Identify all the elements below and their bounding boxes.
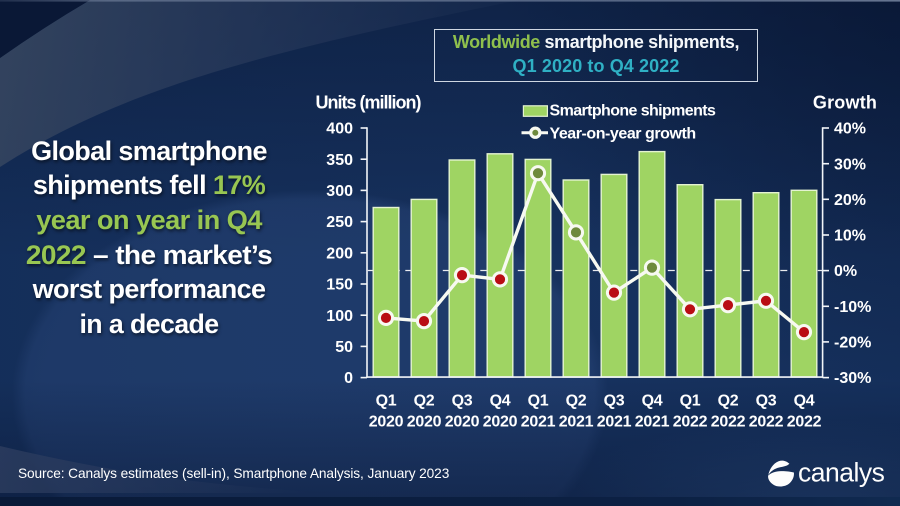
svg-text:Q3: Q3 bbox=[452, 393, 473, 410]
svg-text:2021: 2021 bbox=[635, 414, 670, 431]
svg-text:2020: 2020 bbox=[445, 414, 480, 431]
svg-text:Q1: Q1 bbox=[376, 393, 397, 410]
svg-text:50: 50 bbox=[335, 339, 353, 356]
svg-text:2022: 2022 bbox=[673, 414, 708, 431]
svg-text:Q2: Q2 bbox=[566, 393, 587, 410]
svg-text:250: 250 bbox=[326, 214, 353, 231]
svg-text:100: 100 bbox=[326, 308, 353, 325]
svg-text:Q1: Q1 bbox=[680, 393, 701, 410]
svg-text:300: 300 bbox=[326, 183, 353, 200]
svg-text:Q1: Q1 bbox=[528, 393, 549, 410]
svg-text:-30%: -30% bbox=[834, 370, 871, 387]
svg-text:0%: 0% bbox=[834, 263, 857, 280]
svg-text:Q2: Q2 bbox=[414, 393, 435, 410]
svg-text:2021: 2021 bbox=[521, 414, 556, 431]
svg-text:Q4: Q4 bbox=[490, 393, 511, 410]
svg-text:40%: 40% bbox=[834, 121, 866, 138]
svg-text:Q3: Q3 bbox=[756, 393, 777, 410]
svg-text:Units (million): Units (million) bbox=[316, 93, 422, 113]
svg-text:2022: 2022 bbox=[711, 414, 746, 431]
svg-text:0: 0 bbox=[344, 370, 353, 387]
svg-text:Growth: Growth bbox=[813, 93, 877, 113]
svg-text:350: 350 bbox=[326, 152, 353, 169]
svg-text:Q2: Q2 bbox=[718, 393, 739, 410]
svg-text:Q4: Q4 bbox=[642, 393, 663, 410]
svg-text:150: 150 bbox=[326, 277, 353, 294]
svg-text:10%: 10% bbox=[834, 228, 866, 245]
svg-text:Smartphone shipments: Smartphone shipments bbox=[550, 103, 717, 120]
svg-text:Q4: Q4 bbox=[794, 393, 815, 410]
svg-text:30%: 30% bbox=[834, 156, 866, 173]
svg-text:2020: 2020 bbox=[369, 414, 404, 431]
svg-text:canalys: canalys bbox=[798, 458, 885, 488]
svg-text:2021: 2021 bbox=[559, 414, 594, 431]
svg-text:200: 200 bbox=[326, 245, 353, 262]
svg-text:2022: 2022 bbox=[749, 414, 784, 431]
svg-text:-10%: -10% bbox=[834, 299, 871, 316]
svg-text:400: 400 bbox=[326, 121, 353, 138]
svg-text:2022: 2022 bbox=[787, 414, 822, 431]
svg-text:2020: 2020 bbox=[483, 414, 518, 431]
svg-text:2021: 2021 bbox=[597, 414, 632, 431]
svg-text:Year-on-year growth: Year-on-year growth bbox=[550, 125, 696, 142]
svg-text:2020: 2020 bbox=[407, 414, 442, 431]
svg-text:20%: 20% bbox=[834, 192, 866, 209]
svg-text:-20%: -20% bbox=[834, 335, 871, 352]
svg-text:Q3: Q3 bbox=[604, 393, 625, 410]
